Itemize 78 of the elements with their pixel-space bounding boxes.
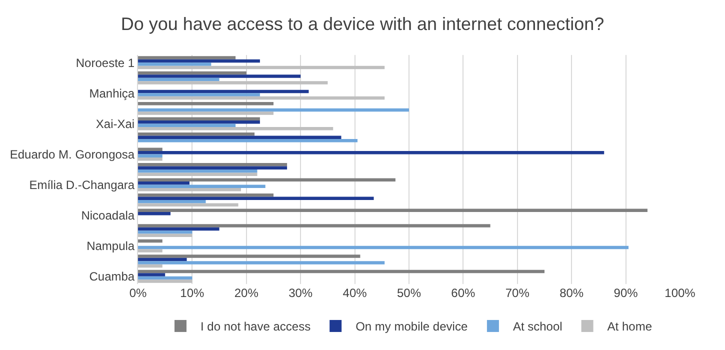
bar [138,270,544,274]
bar [138,74,301,78]
bar [138,227,220,231]
bar [138,120,260,124]
bar [138,66,385,70]
bar [138,81,328,84]
y-tick-label: Noroeste 1 [76,56,135,70]
bar [138,56,236,60]
x-tick-label: 20% [234,286,259,300]
x-tick-label: 50% [396,286,422,300]
bar [138,249,162,252]
bar [138,178,396,182]
bar [138,163,288,166]
bar [138,150,604,154]
y-tick-label: Nampula [86,239,135,254]
x-tick-label: 100% [664,286,696,300]
y-tick-label: Cuamba [89,270,135,284]
bar [138,124,236,127]
bar [138,166,288,170]
x-tick-label: 70% [505,286,530,300]
bar [138,96,385,100]
bar [138,182,190,185]
x-tick-label: 30% [288,286,313,300]
bar [138,264,162,268]
legend-label: At school [512,320,562,334]
x-tick-label: 80% [560,286,584,300]
bar [138,230,192,234]
legend-label: I do not have access [200,320,311,334]
bar [138,196,374,200]
bar [138,194,274,197]
y-tick-label: Nicoadala [81,208,135,222]
bar [138,117,260,120]
y-tick-label: Manhiça [89,86,135,100]
bar [138,254,360,258]
bar [138,112,274,115]
x-tick-label: 10% [180,286,205,300]
bar [138,172,258,176]
bar [138,136,342,139]
bar [138,132,255,136]
bar [138,276,192,280]
legend-label: At home [607,320,652,334]
bar [138,90,309,94]
bar [138,138,358,142]
bar [138,188,241,192]
bar [138,258,187,262]
bar [138,126,334,130]
bar [138,280,192,283]
y-tick-label: Emília D.-Changara [29,178,135,192]
chart-title: Do you have access to a device with an internet connection? [120,14,604,34]
y-tick-label: Eduardo M. Gorongosa [10,147,135,162]
bar [138,212,171,216]
x-tick-label: 40% [342,286,368,300]
y-tick-label: Xai-Xai [96,116,135,131]
bar [138,108,409,112]
bar [138,200,206,204]
bar [138,273,166,276]
bar [138,203,238,207]
bar [138,102,274,106]
bar [138,239,162,243]
bar [138,62,212,66]
bar [138,59,260,63]
bar [138,71,246,75]
bar [138,78,220,82]
bar [138,154,162,158]
x-tick-label: 60% [451,286,476,300]
bar [138,208,648,212]
bar [138,170,258,173]
legend-label: On my mobile device [356,320,468,334]
x-tick-label: 0% [129,286,147,300]
bar [138,148,162,151]
bar [138,246,629,250]
bar [138,93,260,96]
bar [138,261,385,264]
bar [138,224,490,228]
x-tick-label: 90% [614,286,638,300]
bar [138,157,162,161]
bar [138,234,192,238]
bar [138,184,266,188]
